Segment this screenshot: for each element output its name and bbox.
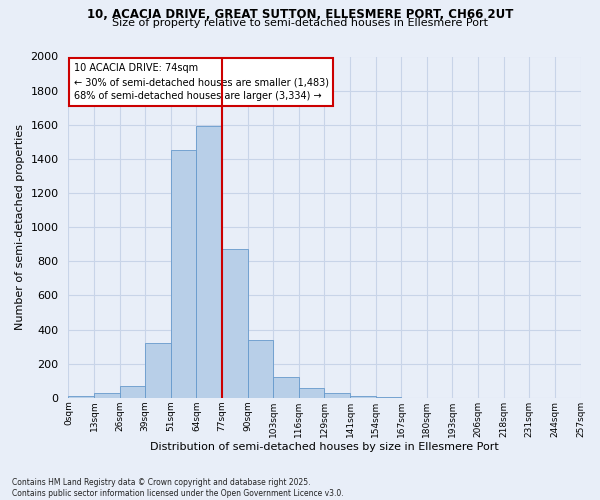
Bar: [273, 378, 299, 398]
Bar: [222, 250, 248, 398]
Bar: [171, 150, 196, 398]
Text: Size of property relative to semi-detached houses in Ellesmere Port: Size of property relative to semi-detach…: [112, 18, 488, 28]
Bar: [376, 397, 401, 398]
Bar: [94, 392, 119, 398]
Bar: [196, 126, 222, 398]
Bar: [325, 392, 350, 398]
Bar: [248, 340, 273, 398]
Text: Contains HM Land Registry data © Crown copyright and database right 2025.
Contai: Contains HM Land Registry data © Crown c…: [12, 478, 344, 498]
Text: 10, ACACIA DRIVE, GREAT SUTTON, ELLESMERE PORT, CH66 2UT: 10, ACACIA DRIVE, GREAT SUTTON, ELLESMER…: [87, 8, 513, 20]
Bar: [350, 396, 376, 398]
Text: 10 ACACIA DRIVE: 74sqm
← 30% of semi-detached houses are smaller (1,483)
68% of : 10 ACACIA DRIVE: 74sqm ← 30% of semi-det…: [74, 64, 329, 102]
Bar: [68, 396, 94, 398]
X-axis label: Distribution of semi-detached houses by size in Ellesmere Port: Distribution of semi-detached houses by …: [150, 442, 499, 452]
Y-axis label: Number of semi-detached properties: Number of semi-detached properties: [15, 124, 25, 330]
Bar: [299, 388, 325, 398]
Bar: [119, 386, 145, 398]
Bar: [145, 343, 171, 398]
